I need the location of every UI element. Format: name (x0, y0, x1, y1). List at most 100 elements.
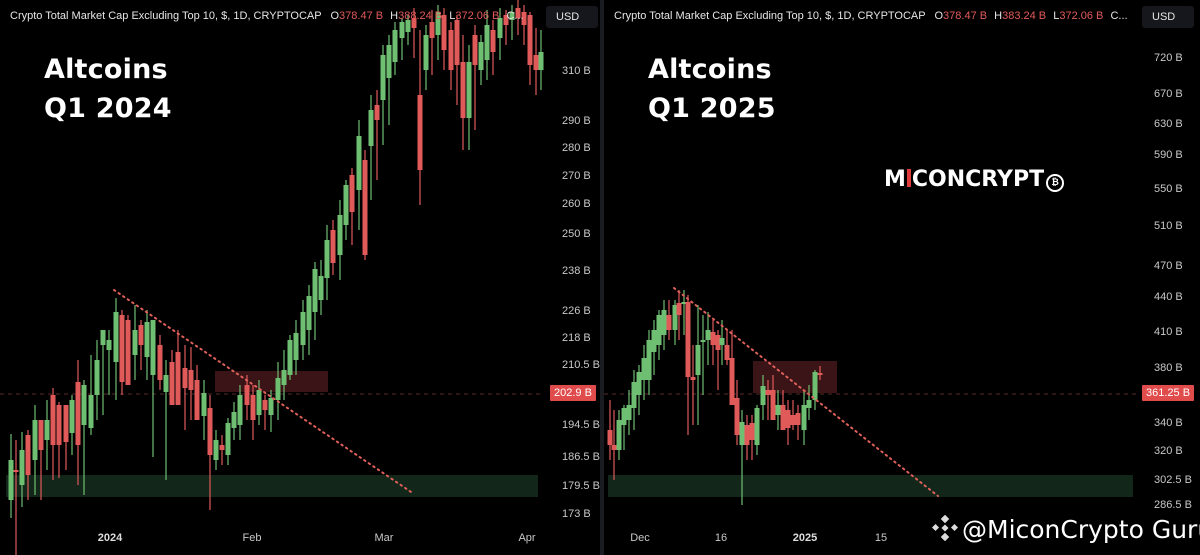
candle (306, 285, 312, 355)
candle (281, 350, 287, 400)
candle (219, 435, 225, 465)
candle (484, 10, 490, 80)
candle (423, 25, 429, 90)
candle (188, 347, 194, 420)
candle (749, 415, 755, 460)
time-tick: 2024 (97, 532, 123, 544)
candle (521, 5, 527, 45)
candle (806, 385, 812, 420)
candle (293, 320, 299, 375)
candle (441, 8, 447, 70)
time-tick: 16 (714, 532, 728, 544)
bitcoin-circle-icon: ₿ (1046, 174, 1065, 192)
candle (44, 400, 50, 470)
price-tick: 410 B (1154, 326, 1183, 338)
price-axis[interactable]: 720 B 670 B 630 B 590 B 550 B 510 B 470 B 440 B… (1140, 0, 1200, 540)
current-price-label: 202.9 B (550, 385, 596, 401)
chart-panel-2024[interactable]: Crypto Total Market Cap Excluding Top 10… (0, 0, 600, 555)
current-price-label: 361.25 B (1142, 385, 1195, 401)
candle (454, 15, 460, 105)
candle (780, 390, 786, 430)
support-zone (608, 475, 1133, 497)
chart-panel-2025[interactable]: Crypto Total Market Cap Excluding Top 10… (604, 0, 1200, 555)
low-value: 372.06 B (455, 10, 500, 22)
candle (490, 20, 496, 75)
price-tick: 218 B (562, 332, 591, 344)
candle (538, 30, 544, 90)
price-tick: 440 B (1154, 291, 1183, 303)
price-tick: 302.5 B (1154, 474, 1192, 486)
candlestick-plot-2025[interactable] (604, 0, 1200, 555)
candle (666, 300, 672, 340)
candle (69, 395, 75, 455)
candle (611, 410, 617, 480)
candle (656, 310, 662, 360)
symbol-name: Crypto Total Market Cap Excluding Top 10… (10, 10, 322, 22)
candle (50, 388, 56, 480)
candle (795, 405, 801, 440)
price-tick: 380 B (1154, 362, 1183, 374)
candle (25, 430, 31, 500)
time-tick: Dec (630, 532, 650, 544)
candle (636, 365, 642, 415)
candle (719, 320, 725, 365)
time-tick: Feb (242, 532, 262, 544)
candle (113, 298, 119, 400)
logo-red-bar-icon (906, 169, 911, 187)
price-tick: 286.5 B (1154, 499, 1192, 511)
price-axis[interactable]: 310 B 290 B 280 B 270 B 260 B 250 B 238 B 226 B… (548, 0, 600, 540)
low-label: L (1053, 10, 1060, 22)
descending-trendline (673, 287, 939, 497)
candle (661, 300, 667, 350)
candle (63, 405, 69, 470)
symbol-legend: Crypto Total Market Cap Excluding Top 10… (614, 10, 1128, 22)
candle (429, 10, 435, 75)
open-label: O (934, 10, 944, 22)
candle (244, 375, 250, 420)
candle (460, 35, 466, 150)
currency-button[interactable]: USD (546, 6, 598, 28)
candle (801, 390, 807, 445)
candle (695, 305, 701, 425)
price-tick: 310 B (562, 65, 591, 77)
candle (790, 400, 796, 430)
price-tick: 186.5 B (562, 451, 600, 463)
candle (760, 375, 766, 420)
resistance-zone (753, 361, 837, 393)
candle (32, 405, 38, 495)
candle (765, 380, 771, 420)
candle (705, 312, 711, 365)
candle (770, 375, 776, 420)
candle (275, 362, 281, 420)
binance-diamond-icon (931, 514, 959, 547)
time-tick: 15 (874, 532, 888, 544)
candle (75, 360, 81, 485)
candle (324, 225, 330, 300)
candle (607, 400, 613, 460)
candle (392, 22, 398, 75)
candle (56, 402, 62, 478)
candle (405, 15, 411, 45)
low-value: 372.06 B (1059, 10, 1104, 22)
currency-button[interactable]: USD (1142, 6, 1194, 28)
time-tick: Mar (374, 532, 394, 544)
candle (231, 402, 237, 440)
candle (448, 22, 454, 90)
candlestick-plot-2024[interactable] (0, 0, 600, 555)
candle (380, 45, 386, 145)
candle (700, 315, 706, 395)
candle (533, 28, 539, 95)
candle (527, 12, 533, 85)
candle (775, 390, 781, 430)
support-zone (6, 475, 538, 497)
candle (399, 18, 405, 60)
candle (312, 262, 318, 340)
candle (194, 365, 200, 420)
price-tick: 720 B (1154, 52, 1183, 64)
candle (169, 350, 175, 405)
candle (175, 330, 181, 405)
candle (94, 340, 100, 420)
candle (435, 5, 441, 60)
symbol-name: Crypto Total Market Cap Excluding Top 10… (614, 10, 926, 22)
candle (356, 120, 362, 230)
